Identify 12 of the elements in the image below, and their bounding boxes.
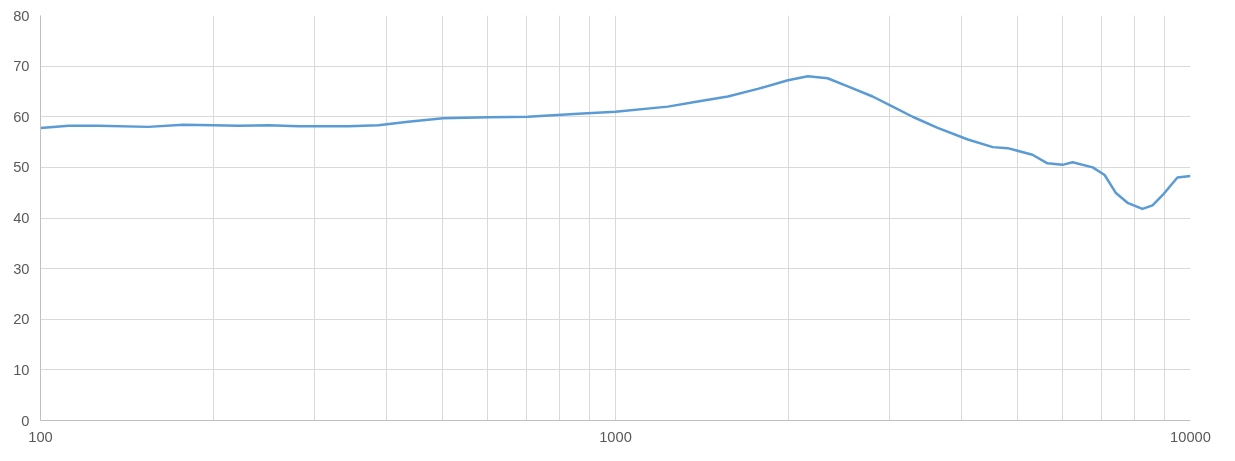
x-tick-label: 10000	[1170, 428, 1211, 445]
y-tick-label: 30	[13, 260, 30, 277]
x-tick-label: 100	[28, 428, 53, 445]
y-tick-label: 0	[21, 412, 30, 429]
y-tick-label: 70	[13, 58, 30, 75]
y-tick-label: 20	[13, 311, 30, 328]
y-tick-label: 10	[13, 361, 30, 378]
y-tick-label: 40	[13, 210, 30, 226]
y-tick-label: 80	[13, 7, 30, 24]
y-tick-label: 50	[13, 159, 30, 176]
y-tick-label: 60	[13, 108, 30, 125]
x-tick-label: 1000	[599, 428, 632, 445]
